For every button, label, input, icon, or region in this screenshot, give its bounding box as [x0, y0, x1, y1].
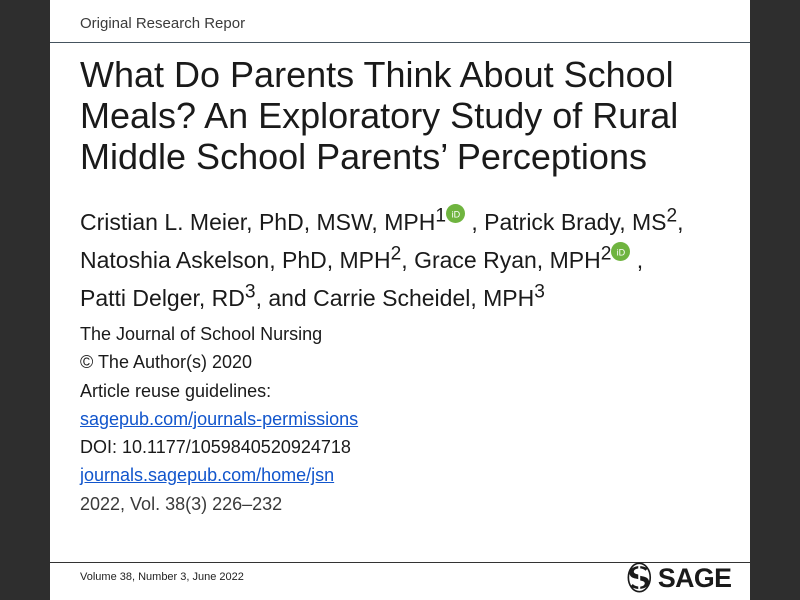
svg-text:iD: iD [617, 247, 626, 257]
svg-text:SAGE: SAGE [658, 563, 732, 593]
svg-text:iD: iD [452, 209, 461, 219]
